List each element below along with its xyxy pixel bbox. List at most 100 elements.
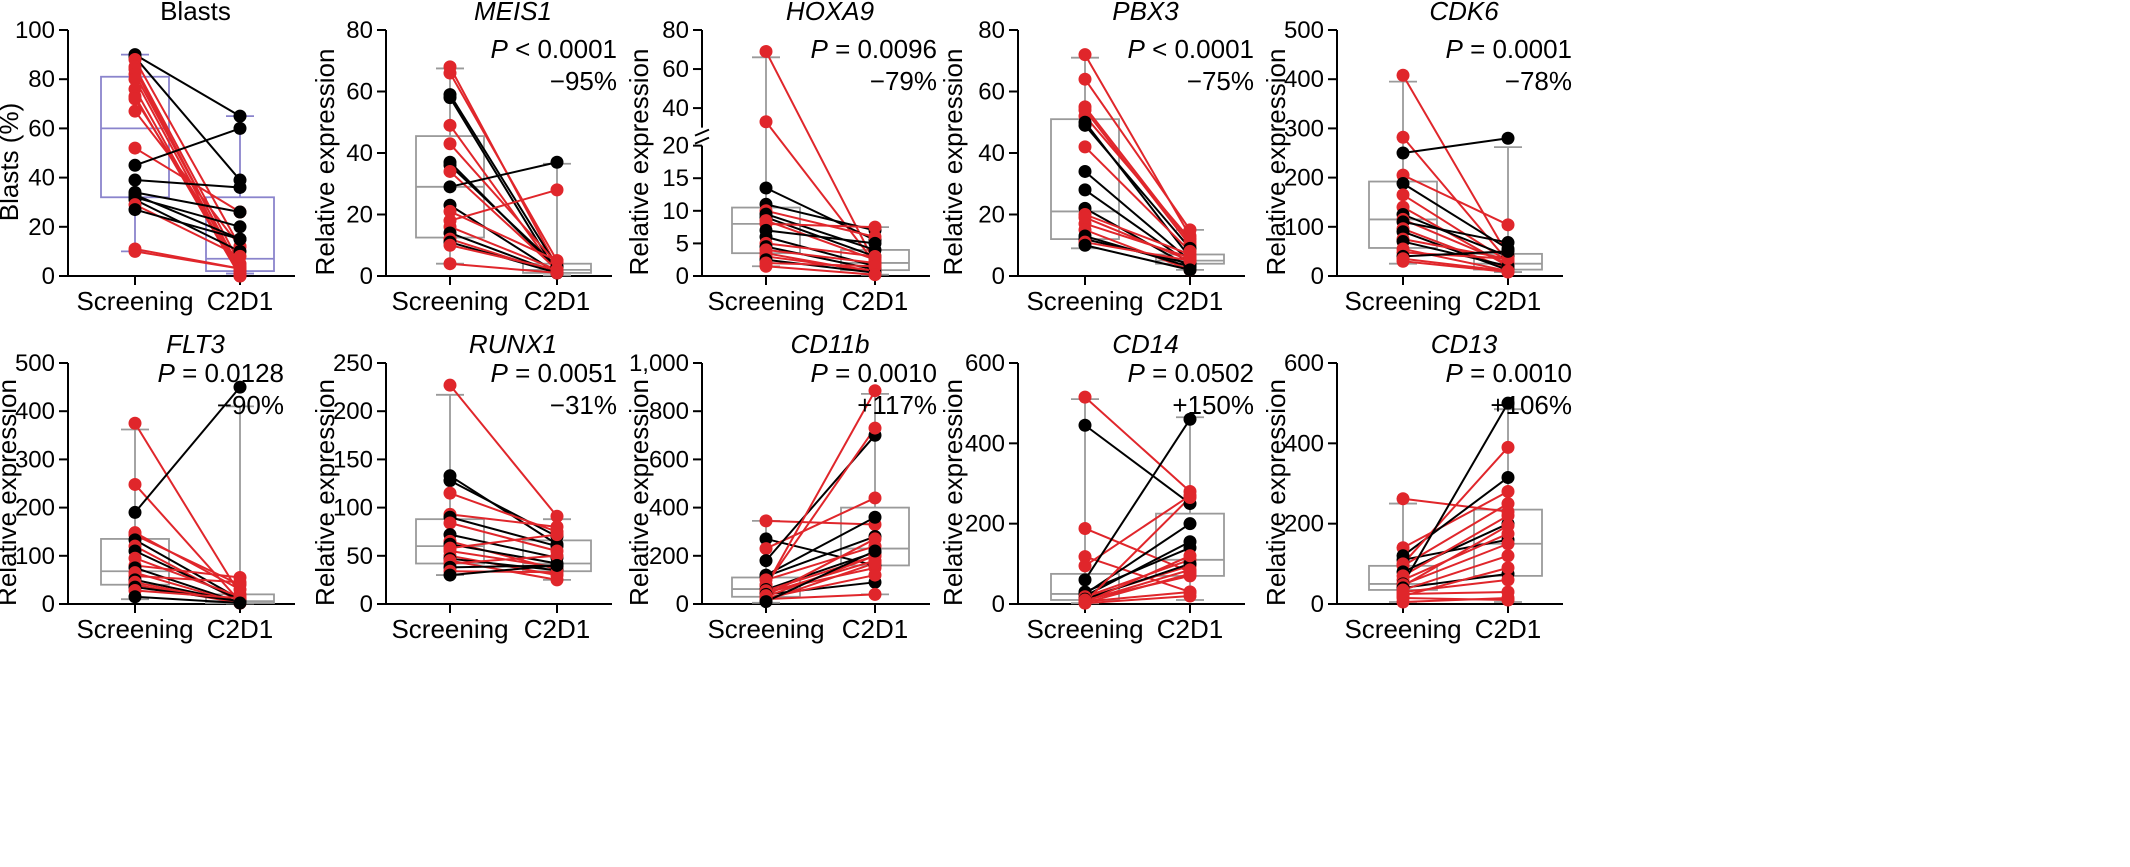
- paired-line: [1084, 554, 1191, 604]
- data-point-screening: [443, 91, 457, 105]
- y-tick-label: 300: [15, 446, 55, 473]
- data-point-c2d1: [1501, 509, 1515, 523]
- paired-line: [765, 538, 876, 597]
- y-tick-label: 400: [649, 495, 689, 522]
- paired-line: [765, 222, 876, 229]
- paired-line: [1402, 596, 1509, 603]
- x-tick-label-screening: Screening: [1344, 614, 1461, 644]
- data-point-screening: [128, 477, 142, 491]
- data-point-screening: [1396, 177, 1410, 191]
- paired-line: [765, 213, 876, 251]
- paired-line: [765, 550, 876, 603]
- paired-line: [1402, 490, 1509, 549]
- data-point-c2d1: [233, 121, 247, 135]
- data-point-screening: [128, 244, 142, 258]
- y-tick-label: 80: [662, 17, 689, 44]
- data-point-c2d1: [1501, 549, 1515, 563]
- x-tick-label-screening: Screening: [391, 614, 508, 644]
- data-point-screening: [1396, 130, 1410, 144]
- paired-line: [1402, 554, 1509, 591]
- y-tick-label: 0: [1311, 263, 1324, 290]
- data-point-screening: [443, 164, 457, 178]
- y-tick-label: 600: [965, 350, 1005, 377]
- p-value-label: P = 0.0502: [1128, 358, 1255, 388]
- paired-line: [449, 94, 558, 268]
- y-tick-label: 40: [346, 140, 373, 167]
- paired-line: [1084, 555, 1191, 593]
- panel-title: CD11b: [790, 329, 869, 359]
- panel-blasts: 0 20 40 60 80 100 Screening C2D1 Blasts (%) Blast…: [0, 0, 295, 316]
- paired-line: [1402, 476, 1509, 557]
- data-point-screening: [759, 554, 773, 568]
- paired-line: [765, 261, 876, 268]
- paired-line: [134, 56, 241, 181]
- data-point-screening: [759, 181, 773, 195]
- paired-line: [1402, 446, 1509, 565]
- panel-title: CD14: [1112, 329, 1178, 359]
- data-point-c2d1: [1501, 519, 1515, 533]
- y-tick-label: 0: [360, 263, 373, 290]
- data-point-c2d1: [1183, 263, 1197, 277]
- paired-line: [134, 208, 241, 241]
- paired-line: [449, 161, 558, 188]
- y-axis-title: Blasts (%): [0, 103, 24, 221]
- data-point-screening: [759, 115, 773, 129]
- percent-change-label: −75%: [1187, 66, 1254, 96]
- data-point-screening: [1078, 521, 1092, 535]
- percent-change-label: +106%: [1490, 390, 1572, 420]
- paired-line: [1402, 174, 1509, 226]
- paired-line: [1402, 522, 1509, 573]
- percent-change-label: −79%: [870, 66, 937, 96]
- y-tick-label: 15: [662, 165, 689, 192]
- data-point-c2d1: [868, 491, 882, 505]
- paired-line: [134, 78, 241, 275]
- data-point-c2d1: [1501, 244, 1515, 258]
- y-tick-label: 80: [28, 66, 55, 93]
- paired-line: [1402, 213, 1509, 258]
- paired-line: [765, 535, 876, 578]
- data-point-screening: [443, 66, 457, 80]
- y-tick-label: 60: [28, 115, 55, 142]
- data-point-c2d1: [868, 587, 882, 601]
- y-axis-title: Relative expression: [0, 379, 22, 606]
- data-point-screening: [1396, 68, 1410, 82]
- paired-line: [1402, 514, 1509, 577]
- y-tick-label: 200: [1284, 165, 1324, 192]
- paired-line: [1084, 572, 1191, 604]
- paired-line: [765, 390, 876, 587]
- y-tick-label: 200: [333, 398, 373, 425]
- y-axis-title: Relative expression: [938, 49, 968, 276]
- paired-line: [134, 203, 241, 258]
- data-point-screening: [1078, 550, 1092, 564]
- p-value-label: P = 0.0128: [158, 358, 285, 388]
- data-point-c2d1: [550, 155, 564, 169]
- panel-title: HOXA9: [786, 0, 874, 26]
- percent-change-label: +150%: [1172, 390, 1254, 420]
- data-point-c2d1: [1183, 232, 1197, 246]
- y-axis-title: Relative expression: [310, 379, 340, 606]
- data-point-c2d1: [233, 232, 247, 246]
- data-point-screening: [443, 486, 457, 500]
- data-point-screening: [1396, 146, 1410, 160]
- paired-line: [1402, 250, 1509, 258]
- data-point-c2d1: [1501, 561, 1515, 575]
- paired-line: [449, 124, 558, 274]
- data-point-c2d1: [233, 180, 247, 194]
- data-point-screening: [443, 118, 457, 132]
- paired-line: [134, 589, 241, 600]
- paired-line: [1084, 78, 1191, 231]
- paired-line: [1084, 540, 1191, 597]
- paired-line: [449, 554, 558, 565]
- percent-change-label: −78%: [1505, 66, 1572, 96]
- data-point-c2d1: [868, 532, 882, 546]
- paired-line: [1402, 74, 1509, 256]
- paired-line: [765, 248, 876, 264]
- paired-line: [449, 557, 558, 572]
- data-point-c2d1: [1501, 497, 1515, 511]
- data-point-c2d1: [550, 509, 564, 523]
- paired-line: [765, 121, 876, 264]
- x-tick-label-screening: Screening: [1026, 286, 1143, 316]
- paired-line: [134, 531, 241, 591]
- data-point-screening: [128, 141, 142, 155]
- data-point-screening: [1078, 140, 1092, 154]
